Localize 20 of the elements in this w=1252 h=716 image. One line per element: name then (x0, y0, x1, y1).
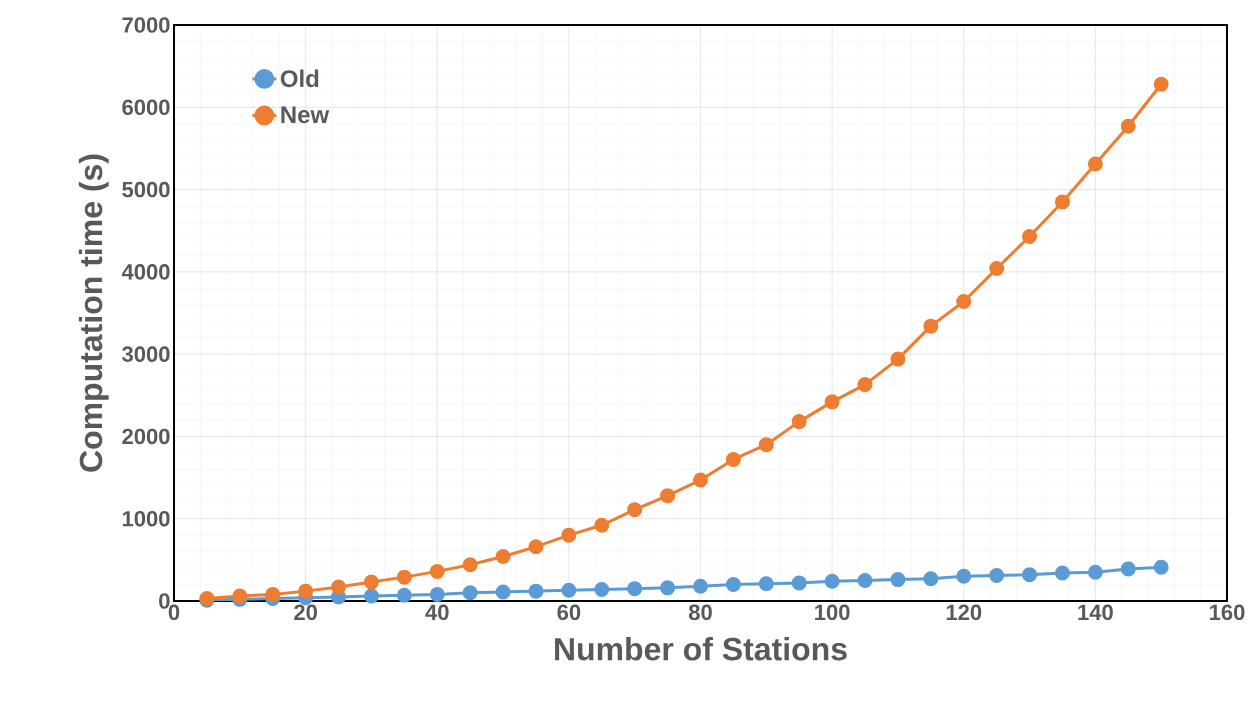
y-axis-title: Computation time (s) (78, 154, 109, 472)
x-tick-label: 140 (1078, 604, 1113, 621)
y-tick-label: 1000 (122, 510, 170, 527)
legend-label: Old (280, 69, 319, 88)
y-tick-label: 4000 (121, 264, 170, 280)
x-tick-label: 100 (815, 604, 850, 621)
y-tick-label: 3000 (122, 346, 170, 362)
x-tick-label: 120 (946, 604, 982, 621)
x-tick-label: 40 (425, 604, 449, 621)
y-tick-label: 5000 (122, 181, 170, 198)
y-tick-label: 2000 (122, 428, 170, 445)
x-tick-label: 60 (557, 604, 581, 621)
y-tick-label: 6000 (122, 99, 170, 116)
legend-label: New (281, 106, 330, 124)
x-tick-label: 20 (294, 604, 317, 621)
x-axis-title: Number of Stations (555, 636, 847, 661)
y-tick-label: 0 (159, 593, 170, 609)
y-tick-label: 7000 (122, 17, 170, 33)
x-tick-label: 160 (1210, 604, 1245, 621)
x-tick-label: 80 (688, 604, 712, 621)
